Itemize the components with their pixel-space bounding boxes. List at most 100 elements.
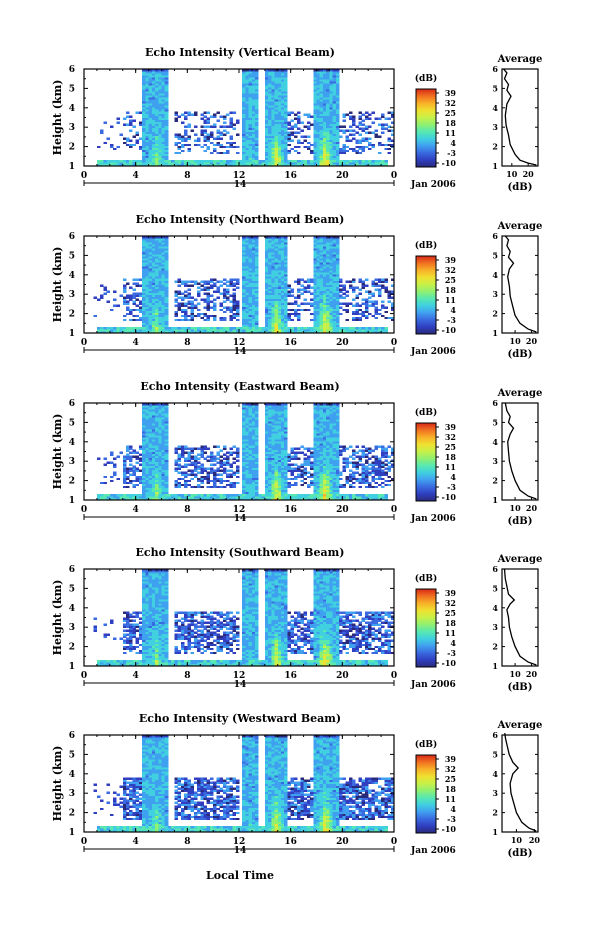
heatmap-cell	[135, 133, 140, 136]
heatmap-cell	[345, 280, 350, 283]
heatmap-cell	[161, 109, 166, 112]
heatmap-cell	[155, 244, 159, 247]
profile-y-tick-label: 5	[492, 83, 498, 93]
heatmap-cell	[167, 159, 172, 163]
heatmap-cell	[277, 258, 282, 261]
heatmap-cell	[319, 69, 324, 72]
heatmap-cell	[251, 258, 256, 261]
heatmap-cell	[248, 75, 253, 78]
heatmap-cell	[255, 236, 259, 239]
heatmap-cell	[339, 280, 343, 283]
heatmap-cell	[113, 163, 117, 167]
heatmap-cell	[374, 117, 379, 120]
heatmap-cell	[316, 310, 321, 314]
heatmap-cell	[319, 103, 324, 106]
profile-line	[503, 68, 537, 166]
heatmap-cell	[245, 153, 249, 157]
heatmap-cell	[248, 101, 253, 104]
heatmap-cell	[203, 119, 208, 122]
heatmap-cell	[274, 278, 279, 281]
colorbar-tick-label: 11	[445, 128, 456, 138]
heatmap-cell	[322, 157, 327, 161]
heatmap-cell	[158, 153, 162, 157]
heatmap-cell	[316, 97, 321, 100]
heatmap-cell	[132, 318, 136, 322]
heatmap-cell	[248, 306, 253, 310]
heatmap-cell	[142, 272, 146, 275]
heatmap-cell	[184, 111, 188, 114]
heatmap-cell	[180, 304, 185, 308]
heatmap-cell	[264, 276, 269, 279]
heatmap-cell	[125, 477, 130, 481]
heatmap-cell	[232, 296, 237, 299]
heatmap-cell	[151, 79, 156, 82]
heatmap-cell	[326, 286, 330, 289]
heatmap-cell	[280, 278, 285, 281]
heatmap-cell	[368, 143, 372, 147]
heatmap-cell	[352, 310, 356, 314]
heatmap-cell	[122, 137, 127, 141]
heatmap-cell	[180, 497, 185, 501]
heatmap-cell	[245, 298, 249, 301]
heatmap-cell	[310, 151, 314, 155]
heatmap-cell	[319, 139, 324, 143]
heatmap-cell	[132, 479, 136, 483]
heatmap-cell	[148, 71, 153, 74]
heatmap-cell	[348, 286, 353, 289]
day-label: 14	[234, 347, 247, 357]
heatmap-cell	[158, 244, 162, 247]
heatmap-cell	[155, 119, 159, 122]
heatmap-cell	[316, 252, 321, 255]
heatmap-cell	[313, 328, 317, 332]
heatmap-cell	[203, 330, 208, 334]
profile-y-tick-label: 2	[492, 142, 498, 152]
y-tick-label: 3	[69, 290, 75, 300]
heatmap-cell	[184, 457, 188, 460]
heatmap-cell	[251, 137, 256, 141]
heatmap-cell	[268, 95, 272, 98]
heatmap-cell	[271, 75, 275, 78]
heatmap-cell	[164, 318, 169, 322]
heatmap-cell	[277, 280, 282, 283]
heatmap-cell	[129, 121, 133, 124]
heatmap-cell	[151, 473, 156, 477]
profile-y-tick-label: 1	[492, 328, 498, 338]
heatmap-cell	[332, 69, 337, 72]
heatmap-cell	[164, 137, 169, 141]
heatmap-cell	[138, 292, 143, 295]
heatmap-cell	[277, 290, 282, 293]
heatmap-cell	[268, 121, 272, 124]
heatmap-cell	[316, 240, 321, 243]
heatmap-cell	[197, 447, 201, 450]
heatmap-cell	[229, 306, 233, 310]
heatmap-cell	[113, 159, 117, 163]
heatmap-cell	[355, 125, 359, 128]
heatmap-cell	[313, 119, 317, 122]
heatmap-cell	[148, 431, 153, 434]
heatmap-cell	[280, 149, 285, 153]
heatmap-cell	[261, 161, 266, 165]
heatmap-cell	[209, 330, 214, 334]
heatmap-cell	[135, 318, 140, 322]
heatmap-cell	[184, 282, 188, 285]
heatmap-cell	[313, 244, 317, 247]
heatmap-cell	[329, 288, 333, 291]
heatmap-cell	[329, 135, 333, 139]
heatmap-cell	[280, 83, 285, 86]
heatmap-cell	[277, 103, 282, 106]
heatmap-cell	[264, 312, 269, 316]
heatmap-cell	[264, 143, 269, 147]
heatmap-cell	[219, 292, 224, 295]
heatmap-cell	[142, 131, 146, 134]
heatmap-cell	[332, 256, 337, 259]
heatmap-cell	[113, 495, 117, 499]
heatmap-cell	[148, 495, 153, 499]
heatmap-cell	[268, 306, 272, 310]
heatmap-cell	[280, 143, 285, 147]
heatmap-cell	[332, 274, 337, 277]
heatmap-cell	[158, 278, 162, 281]
heatmap-cell	[242, 324, 246, 328]
heatmap-cell	[174, 461, 178, 464]
heatmap-cell	[219, 330, 224, 334]
heatmap-cell	[213, 161, 217, 165]
